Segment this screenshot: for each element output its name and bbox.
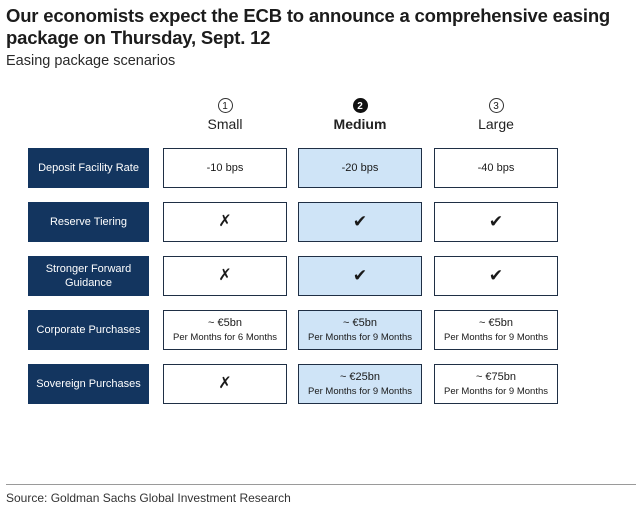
column-name: Medium [333,116,387,132]
cell-subvalue: Per Months for 9 Months [443,385,549,397]
table-cell: ✔ [434,256,558,296]
cell-subvalue: Per Months for 6 Months [172,331,278,343]
table-cell: ✔ [434,202,558,242]
column-name: Large [478,116,514,132]
table-cell: -10 bps [163,148,287,188]
table-cell: -40 bps [434,148,558,188]
column-header-medium: 2 Medium [298,96,422,132]
cell-subvalue: Per Months for 9 Months [443,331,549,343]
checkmark-icon: ✔ [488,266,504,285]
source-note: Source: Goldman Sachs Global Investment … [6,491,291,505]
cell-subvalue: Per Months for 9 Months [307,385,413,397]
column-header-large: 3 Large [434,96,558,132]
scenario-number-badge: 2 [352,98,368,113]
cell-value: ~ €5bn [343,316,377,329]
page-subtitle: Easing package scenarios [6,53,176,69]
cell-value: -40 bps [477,161,515,174]
table-cell: ~ €75bn Per Months for 9 Months [434,364,558,404]
column-header-small: 1 Small [163,96,287,132]
row-label-stronger-forward-guidance: Stronger Forward Guidance [28,256,149,296]
cell-value: ~ €75bn [475,370,517,383]
table-cell: ~ €5bn Per Months for 6 Months [163,310,287,350]
table-cell: -20 bps [298,148,422,188]
cell-value: -20 bps [341,161,379,174]
table-cell: ~ €5bn Per Months for 9 Months [434,310,558,350]
checkmark-icon: ✔ [488,212,504,231]
cross-icon: ✗ [218,267,232,284]
cross-icon: ✗ [218,375,232,392]
footer-divider [6,484,636,485]
row-label-corporate-purchases: Corporate Purchases [28,310,149,350]
table-cell: ✗ [163,364,287,404]
row-label-reserve-tiering: Reserve Tiering [28,202,149,242]
table-cell: ✗ [163,202,287,242]
cell-subvalue: Per Months for 9 Months [307,331,413,343]
page-title: Our economists expect the ECB to announc… [6,5,611,48]
cell-value: ~ €5bn [208,316,242,329]
table-cell: ✔ [298,256,422,296]
cross-icon: ✗ [218,213,232,230]
column-name: Small [207,116,243,132]
scenario-number-badge: 3 [488,98,504,113]
table-cell: ✔ [298,202,422,242]
checkmark-icon: ✔ [352,212,368,231]
table-cell: ~ €25bn Per Months for 9 Months [298,364,422,404]
scenario-number-badge: 1 [217,98,233,113]
checkmark-icon: ✔ [352,266,368,285]
row-label-deposit-facility-rate: Deposit Facility Rate [28,148,149,188]
cell-value: -10 bps [206,161,244,174]
table-cell: ~ €5bn Per Months for 9 Months [298,310,422,350]
cell-value: ~ €5bn [479,316,513,329]
row-label-sovereign-purchases: Sovereign Purchases [28,364,149,404]
cell-value: ~ €25bn [339,370,381,383]
table-cell: ✗ [163,256,287,296]
